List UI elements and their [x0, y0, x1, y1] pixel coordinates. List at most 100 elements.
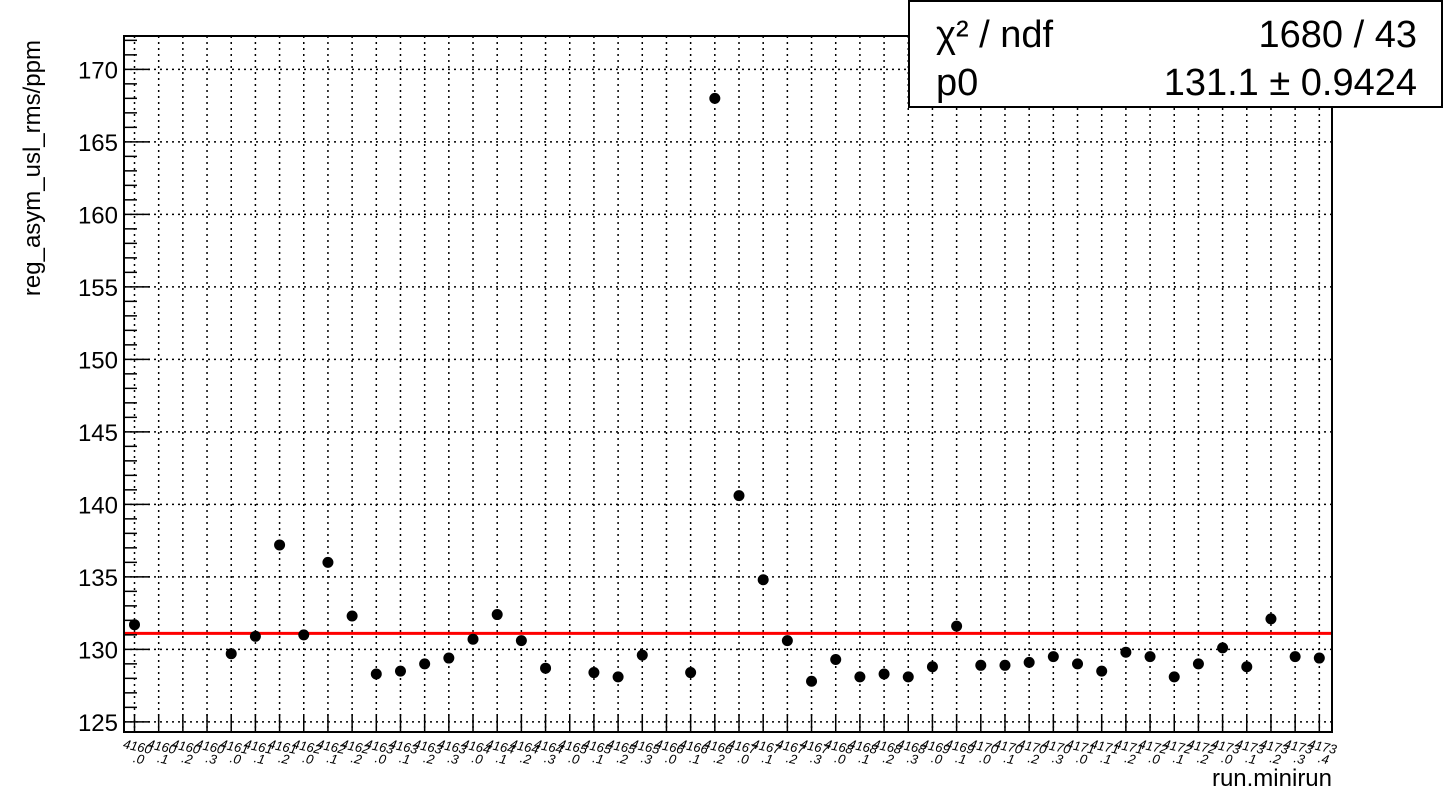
x-tick-label-minirun: .1	[591, 750, 605, 767]
data-point	[926, 661, 938, 673]
x-tick-label-minirun: .0	[1147, 750, 1161, 767]
x-tick-label-minirun: .0	[833, 750, 847, 767]
x-tick-label-run: 4165	[605, 736, 637, 757]
x-tick-label-run: 4167	[799, 736, 831, 757]
x-tick-label-run: 4163	[388, 736, 420, 757]
data-point	[515, 635, 527, 647]
data-point	[274, 539, 286, 551]
data-point	[830, 654, 842, 665]
x-tick-label-minirun: .0	[664, 750, 678, 767]
data-point	[419, 658, 431, 670]
fit-stats-box: χ² / ndf 1680 / 43 p0 131.1 ± 0.9424	[908, 0, 1443, 108]
x-tick-label-run: 4165	[557, 736, 589, 757]
data-point	[1241, 661, 1253, 673]
x-tick-label-run: 4168	[847, 736, 879, 757]
plot-frame	[123, 35, 1333, 733]
x-tick-label-run: 4173	[1234, 736, 1266, 757]
x-tick-label-minirun: .1	[761, 750, 775, 767]
data-point	[806, 675, 818, 687]
data-point	[443, 652, 455, 664]
data-point	[1096, 665, 1108, 677]
y-axis-label: reg_asym_usl_rms/ppm	[19, 40, 46, 296]
x-tick-label-run: 4167	[751, 736, 783, 757]
x-tick-label-minirun: .0	[930, 750, 944, 767]
x-tick-label-minirun: .2	[1268, 750, 1282, 767]
stats-row-p0: p0 131.1 ± 0.9424	[936, 62, 1417, 112]
data-point	[1144, 651, 1156, 663]
x-tick-labels: 4160.04160.14160.24160.34161.04161.14161…	[122, 736, 1339, 767]
x-tick-label-minirun: .0	[229, 750, 243, 767]
x-tick-label-run: 4162	[291, 736, 323, 757]
data-point	[1047, 651, 1059, 663]
x-tick-label-run: 4168	[823, 736, 855, 757]
x-tick-label-run: 4163	[364, 736, 396, 757]
x-tick-label-run: 4160	[146, 736, 178, 757]
data-point	[346, 610, 358, 622]
y-tick-label: 125	[78, 710, 118, 737]
x-tick-label-minirun: .2	[615, 750, 629, 767]
data-points	[129, 92, 1325, 687]
x-tick-label-minirun: .0	[1220, 750, 1234, 767]
data-point	[781, 635, 793, 647]
x-tick-label-minirun: .0	[470, 750, 484, 767]
x-tick-label-run: 4164	[460, 736, 491, 757]
data-point	[322, 556, 334, 568]
data-point	[951, 620, 963, 632]
stats-row-chi2: χ² / ndf 1680 / 43	[936, 14, 1417, 64]
x-tick-label-minirun: .4	[1317, 750, 1331, 767]
x-tick-label-minirun: .2	[1123, 750, 1137, 767]
x-tick-label-minirun: .2	[422, 750, 436, 767]
x-tick-label-minirun: .3	[204, 750, 218, 767]
x-tick-label-minirun: .1	[688, 750, 702, 767]
x-axis-label: run.minirun	[1212, 765, 1332, 792]
x-tick-label-minirun: .1	[1244, 750, 1258, 767]
x-tick-label-run: 4173	[1258, 736, 1290, 757]
data-point	[999, 659, 1011, 671]
x-tick-label-minirun: .0	[978, 750, 992, 767]
data-point	[1265, 613, 1277, 625]
x-tick-label-run: 4173	[1283, 736, 1315, 757]
x-tick-label-run: 4171	[1113, 736, 1144, 757]
x-tick-label-minirun: .0	[736, 750, 750, 767]
x-tick-label-minirun: .1	[1002, 750, 1016, 767]
data-point	[1072, 658, 1084, 670]
x-tick-label-run: 4172	[1162, 736, 1194, 757]
p0-value: 131.1 ± 0.9424	[1163, 62, 1417, 104]
x-tick-label-minirun: .1	[857, 750, 871, 767]
x-tick-label-minirun: .2	[1027, 750, 1041, 767]
data-point	[491, 609, 503, 621]
data-point	[757, 574, 769, 586]
data-point	[1168, 671, 1180, 683]
x-tick-label-run: 4161	[243, 736, 274, 757]
x-tick-label-run: 4162	[315, 736, 347, 757]
x-tick-label-run: 4160	[194, 736, 226, 757]
x-tick-label-run: 4172	[1186, 736, 1218, 757]
axes	[123, 35, 1333, 733]
data-point	[394, 665, 406, 677]
data-point	[225, 648, 237, 660]
data-point	[878, 668, 890, 680]
data-point	[685, 667, 697, 679]
x-tick-label-minirun: .1	[398, 750, 412, 767]
x-tick-label-minirun: .0	[301, 750, 315, 767]
x-tick-label-minirun: .0	[374, 750, 388, 767]
x-tick-label-minirun: .2	[349, 750, 363, 767]
data-point	[1313, 652, 1325, 664]
x-tick-label-run: 4168	[896, 736, 928, 757]
x-tick-label-minirun: .1	[253, 750, 267, 767]
x-tick-label-minirun: .2	[881, 750, 895, 767]
x-tick-label-run: 4164	[509, 736, 540, 757]
chi2-value: 1680 / 43	[1258, 14, 1417, 56]
x-tick-label-run: 4170	[992, 736, 1024, 757]
x-tick-label-minirun: .2	[712, 750, 726, 767]
x-tick-label-minirun: .2	[180, 750, 194, 767]
data-point	[1120, 646, 1132, 658]
x-tick-label-minirun: .3	[446, 750, 460, 767]
p0-label: p0	[936, 62, 979, 104]
data-point	[1192, 658, 1204, 670]
x-tick-label-run: 4166	[654, 736, 686, 757]
data-point	[129, 619, 140, 631]
data-point	[467, 633, 479, 645]
x-tick-label-run: 4161	[219, 736, 250, 757]
data-point	[370, 668, 382, 680]
